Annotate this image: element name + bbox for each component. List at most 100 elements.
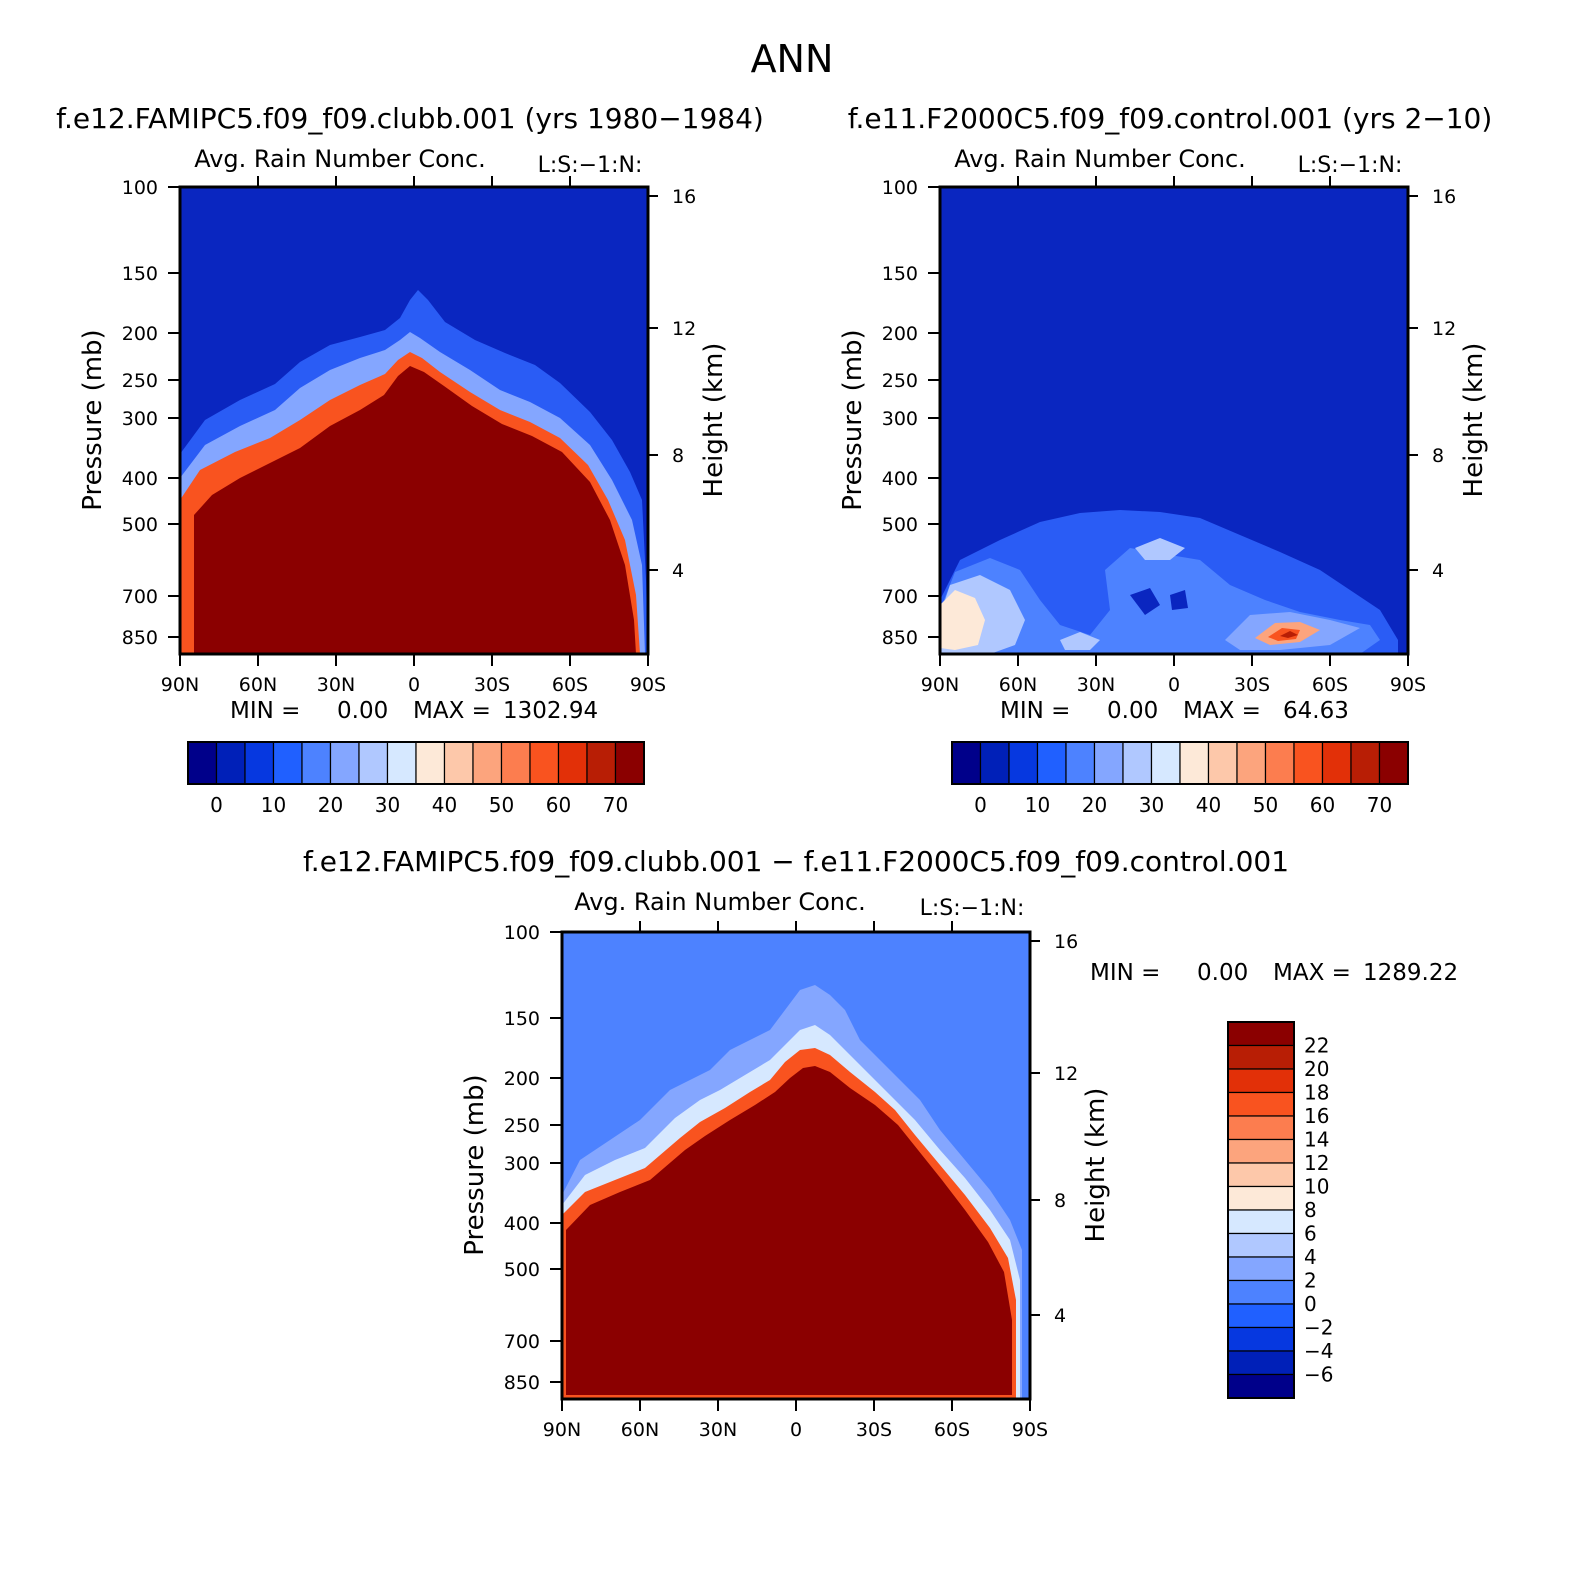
max-label: MAX = bbox=[1273, 960, 1351, 986]
pressure-tick-label: 700 bbox=[122, 586, 158, 608]
colorbar-swatch bbox=[951, 741, 982, 785]
height-axis-label: Height (km) bbox=[1081, 1088, 1111, 1243]
pressure-tick-label: 400 bbox=[882, 468, 918, 490]
colorbar-frame bbox=[187, 741, 645, 785]
latitude-tick-label: 60N bbox=[621, 1419, 659, 1441]
max-value: 1302.94 bbox=[503, 698, 598, 724]
height-tick-label: 4 bbox=[1432, 560, 1444, 582]
colorbar: 0 10 20 30 40 50 60 70 bbox=[951, 741, 1409, 817]
pressure-tick-label: 850 bbox=[504, 1372, 540, 1394]
contour-band-dark-blue bbox=[1130, 588, 1188, 615]
colorbar-swatch bbox=[472, 741, 503, 785]
pressure-tick-label: 150 bbox=[122, 263, 158, 285]
pressure-tick-label: 500 bbox=[504, 1259, 540, 1281]
colorbar-swatch bbox=[1227, 1326, 1295, 1352]
panel-case-title: f.e12.FAMIPC5.f09_f09.clubb.001 (yrs 198… bbox=[56, 102, 764, 135]
latitude-tick-label: 60N bbox=[999, 674, 1037, 696]
latitude-axis: 90N 60N 30N 0 30S 60S 90S bbox=[161, 176, 666, 696]
max-value: 1289.22 bbox=[1363, 960, 1458, 986]
colorbar-swatch bbox=[1122, 741, 1153, 785]
colorbar-swatch bbox=[614, 741, 645, 785]
colorbar-swatch bbox=[1227, 1091, 1295, 1117]
colorbar-swatch bbox=[1227, 1185, 1295, 1211]
height-tick-label: 8 bbox=[672, 445, 684, 467]
min-value: 0.00 bbox=[337, 698, 388, 724]
panel-case-title: f.e11.F2000C5.f09_f09.control.001 (yrs 2… bbox=[848, 102, 1493, 135]
height-tick-label: 4 bbox=[1054, 1305, 1066, 1327]
min-max-stats: MIN = 0.00 MAX = 1302.94 bbox=[230, 698, 598, 724]
colorbar-label: 50 bbox=[489, 793, 514, 817]
contour-band-blue-pale-2 bbox=[1060, 538, 1185, 650]
colorbar-label: 10 bbox=[1025, 793, 1050, 817]
colorbar-swatch bbox=[301, 741, 332, 785]
colorbar-swatch bbox=[244, 741, 275, 785]
pressure-axis-label: Pressure (mb) bbox=[78, 329, 108, 510]
colorbar-label: 4 bbox=[1304, 1245, 1317, 1269]
contour-field bbox=[180, 187, 648, 654]
colorbar-label: 20 bbox=[1304, 1057, 1329, 1081]
contour-field bbox=[940, 187, 1408, 654]
latitude-tick-label: 90S bbox=[1390, 674, 1426, 696]
latitude-tick-label: 0 bbox=[1168, 674, 1180, 696]
colorbar-label: 30 bbox=[1139, 793, 1164, 817]
colorbar-frame bbox=[1227, 1021, 1295, 1399]
latitude-tick-label: 30N bbox=[699, 1419, 737, 1441]
pressure-axis-label: Pressure (mb) bbox=[460, 1074, 490, 1255]
panel-corner-label: L:S:−1:N: bbox=[1298, 153, 1403, 178]
latitude-axis: 90N 60N 30N 0 30S 60S 90S bbox=[921, 176, 1426, 696]
panel-case-title: f.e12.FAMIPC5.f09_f09.clubb.001 − f.e11.… bbox=[303, 845, 1289, 878]
min-label: MIN = bbox=[1090, 960, 1160, 986]
colorbar-label: 0 bbox=[974, 793, 987, 817]
colorbar-swatch bbox=[1321, 741, 1352, 785]
height-tick-label: 16 bbox=[1432, 186, 1456, 208]
colorbar-swatch bbox=[979, 741, 1010, 785]
colorbar-swatch bbox=[1227, 1209, 1295, 1235]
colorbar-swatch bbox=[1227, 1256, 1295, 1282]
pressure-tick-label: 300 bbox=[882, 408, 918, 430]
min-value: 0.00 bbox=[1197, 960, 1248, 986]
colorbar-swatch bbox=[500, 741, 531, 785]
latitude-tick-label: 90N bbox=[161, 674, 199, 696]
colorbar-swatch bbox=[215, 741, 246, 785]
height-tick-label: 4 bbox=[672, 560, 684, 582]
height-tick-label: 16 bbox=[1054, 931, 1078, 953]
min-max-stats: MIN = 0.00 MAX = 1289.22 bbox=[1090, 960, 1458, 986]
colorbar-swatch bbox=[1236, 741, 1267, 785]
contour-band-darkred bbox=[1280, 631, 1298, 638]
colorbar-label: 70 bbox=[603, 793, 628, 817]
contour-band-cream bbox=[940, 590, 985, 650]
latitude-axis: 90N 60N 30N 0 30S 60S 90S bbox=[543, 921, 1048, 1441]
colorbar-swatch bbox=[1293, 741, 1324, 785]
colorbar-swatch bbox=[529, 741, 560, 785]
panel-control: f.e11.F2000C5.f09_f09.control.001 (yrs 2… bbox=[838, 102, 1492, 817]
colorbar: 0 10 20 30 40 50 60 70 bbox=[187, 741, 645, 817]
latitude-tick-label: 60S bbox=[552, 674, 588, 696]
pressure-tick-label: 400 bbox=[122, 468, 158, 490]
colorbar-label: 70 bbox=[1367, 793, 1392, 817]
colorbar-swatch bbox=[1227, 1373, 1295, 1399]
colorbar-label: 16 bbox=[1304, 1104, 1329, 1128]
pressure-tick-label: 850 bbox=[122, 627, 158, 649]
colorbar-label: 12 bbox=[1304, 1151, 1329, 1175]
pressure-tick-label: 200 bbox=[504, 1068, 540, 1090]
colorbar-swatch bbox=[1150, 741, 1181, 785]
latitude-tick-label: 60S bbox=[1312, 674, 1348, 696]
colorbar-swatch bbox=[1264, 741, 1295, 785]
colorbar-label: 20 bbox=[1082, 793, 1107, 817]
latitude-tick-label: 30N bbox=[1077, 674, 1115, 696]
pressure-tick-label: 300 bbox=[122, 408, 158, 430]
colorbar-label: 22 bbox=[1304, 1034, 1329, 1058]
latitude-tick-label: 60S bbox=[934, 1419, 970, 1441]
colorbar-swatch bbox=[1179, 741, 1210, 785]
pressure-axis: 100 150 200 250 300 400 500 700 850 Pres… bbox=[838, 177, 940, 649]
colorbar-swatch bbox=[1227, 1115, 1295, 1141]
panel-corner-label: L:S:−1:N: bbox=[538, 153, 643, 178]
colorbar-label: −2 bbox=[1304, 1316, 1333, 1340]
colorbar-swatch bbox=[1227, 1021, 1295, 1047]
pressure-tick-label: 300 bbox=[504, 1153, 540, 1175]
min-value: 0.00 bbox=[1107, 698, 1158, 724]
latitude-tick-label: 30S bbox=[856, 1419, 892, 1441]
height-tick-label: 12 bbox=[1432, 318, 1456, 340]
pressure-tick-label: 400 bbox=[504, 1213, 540, 1235]
